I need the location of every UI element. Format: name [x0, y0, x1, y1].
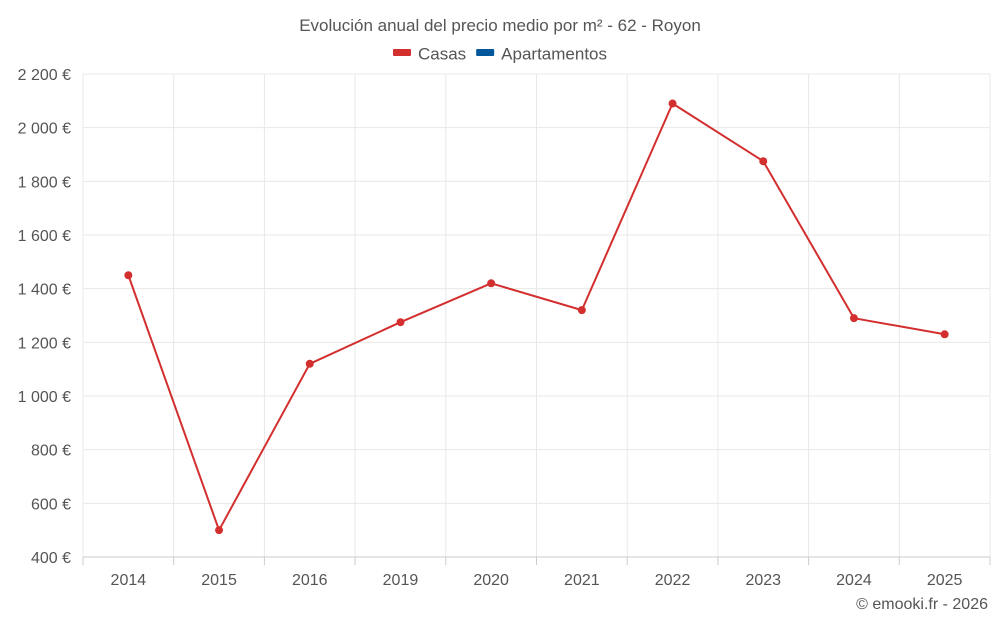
- y-tick-label: 1 600 €: [18, 228, 71, 245]
- y-tick-label: 600 €: [31, 496, 71, 513]
- y-tick-label: 2 200 €: [18, 67, 71, 84]
- legend-item-apartamentos[interactable]: Apartamentos: [476, 44, 607, 63]
- series-layer: [124, 99, 949, 535]
- x-tick-label: 2020: [473, 572, 509, 589]
- series-line-casas: [127, 102, 945, 532]
- data-point[interactable]: [215, 526, 224, 535]
- credit-text: © emooki.fr - 2026: [856, 596, 988, 613]
- y-tick-label: 1 200 €: [18, 335, 71, 352]
- x-tick-label: 2014: [111, 572, 147, 589]
- x-tick-label: 2024: [836, 572, 872, 589]
- x-tick-label: 2022: [655, 572, 691, 589]
- x-tick-label: 2025: [927, 572, 963, 589]
- y-tick-label: 2 000 €: [18, 121, 71, 138]
- legend-swatch: [476, 49, 495, 56]
- legend-swatch: [392, 49, 411, 56]
- legend-item-casas[interactable]: Casas: [392, 44, 466, 63]
- axes: [82, 556, 991, 565]
- y-axis-ticks: 400 € 600 € 800 € 1 000 € 1 200 € 1 400 € 1 60…: [18, 67, 71, 567]
- x-axis-ticks: 2014 2015 2016 2019 2020 2021 2022 2023 2024 2025: [111, 572, 963, 589]
- y-tick-label: 400 €: [31, 550, 71, 567]
- x-tick-label: 2016: [292, 572, 328, 589]
- x-tick-label: 2015: [201, 572, 237, 589]
- y-tick-label: 1 400 €: [18, 282, 71, 299]
- chart-title: Evolución anual del precio medio por m² …: [299, 16, 701, 35]
- y-tick-label: 1 800 €: [18, 174, 71, 191]
- legend-label: Apartamentos: [501, 44, 607, 63]
- x-tick-label: 2019: [383, 572, 419, 589]
- x-tick-label: 2023: [745, 572, 781, 589]
- data-point[interactable]: [849, 314, 858, 323]
- legend[interactable]: Casas Apartamentos: [392, 44, 607, 63]
- legend-label: Casas: [418, 44, 466, 63]
- data-point[interactable]: [668, 99, 677, 108]
- data-point[interactable]: [305, 359, 314, 368]
- y-tick-label: 1 000 €: [18, 389, 71, 406]
- data-point[interactable]: [124, 271, 133, 280]
- data-point[interactable]: [396, 318, 405, 327]
- grid-lines: [82, 73, 991, 558]
- data-point[interactable]: [940, 330, 949, 339]
- data-point[interactable]: [487, 279, 496, 288]
- data-point[interactable]: [759, 157, 768, 166]
- y-tick-label: 800 €: [31, 443, 71, 460]
- data-point[interactable]: [577, 306, 586, 315]
- x-tick-label: 2021: [564, 572, 600, 589]
